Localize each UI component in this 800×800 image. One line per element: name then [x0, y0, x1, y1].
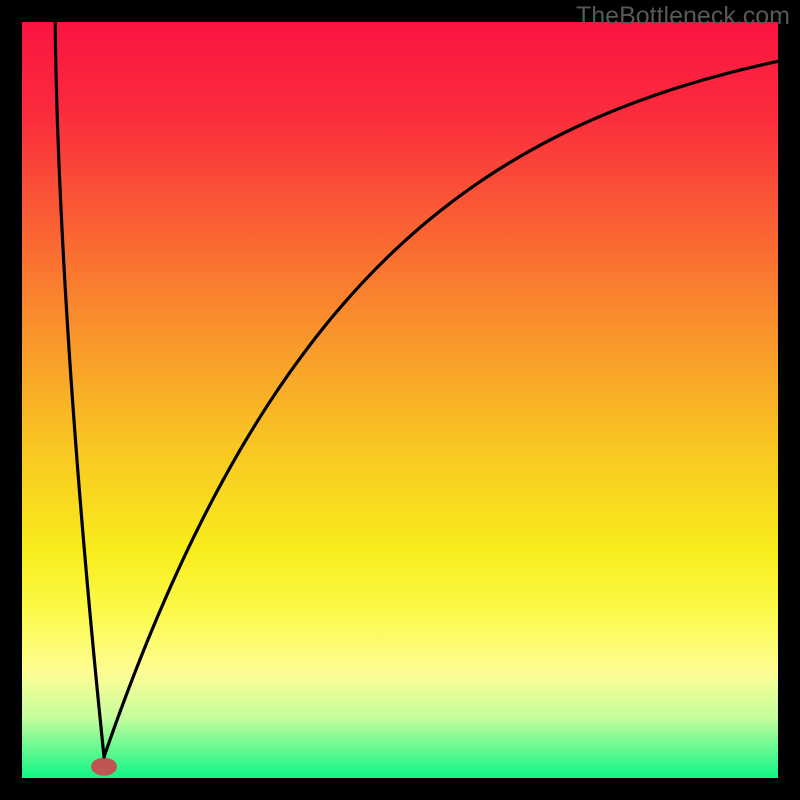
watermark-text: TheBottleneck.com [576, 2, 790, 31]
gradient-background [22, 22, 778, 778]
chart-canvas: TheBottleneck.com [0, 0, 800, 800]
